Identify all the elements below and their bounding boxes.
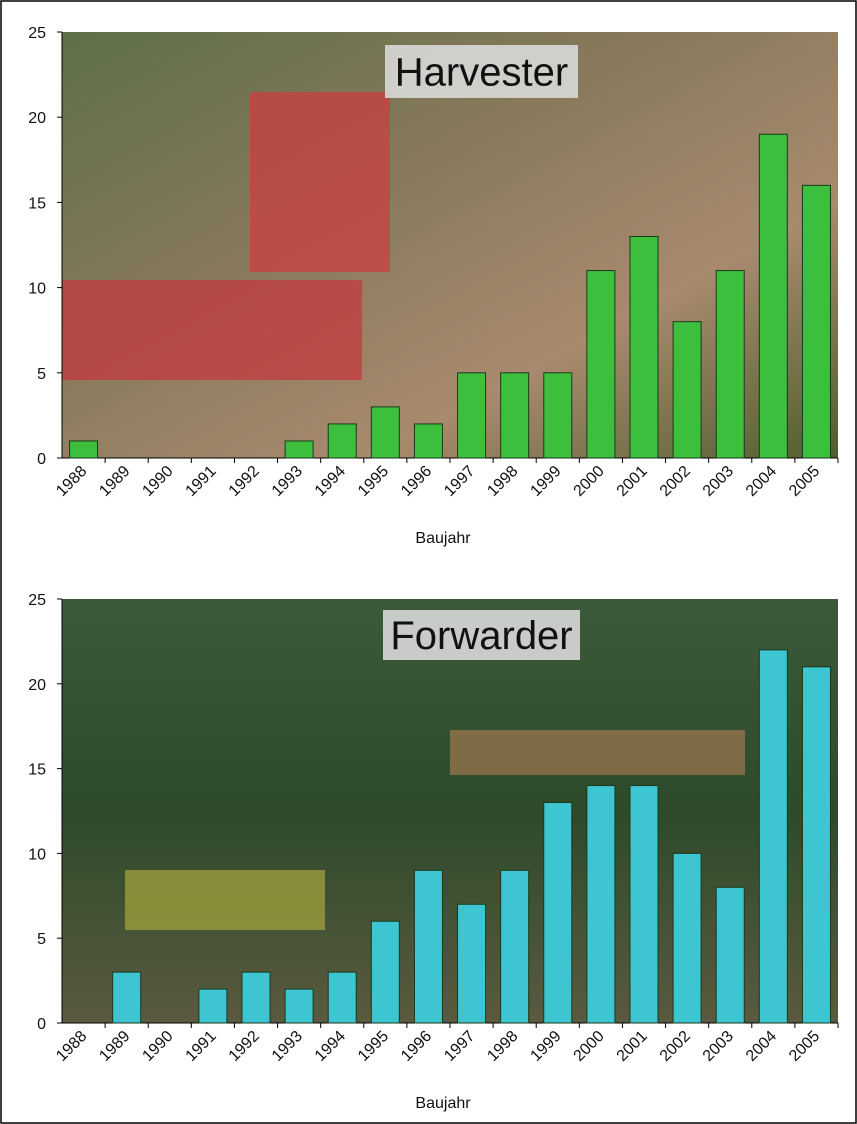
x-tick-label: 1997 xyxy=(441,463,478,500)
x-tick-label: 2001 xyxy=(614,463,651,500)
bar xyxy=(758,133,788,459)
x-tick-label: 2005 xyxy=(786,463,823,500)
bar xyxy=(715,270,745,459)
bar xyxy=(413,423,443,459)
bar xyxy=(500,869,530,1024)
bar xyxy=(500,372,530,459)
bar xyxy=(284,988,314,1024)
x-tick-label: 1998 xyxy=(484,1028,521,1065)
x-tick-label: 2003 xyxy=(700,463,737,500)
y-tick-label: 10 xyxy=(28,846,46,863)
chart-title: Forwarder xyxy=(390,614,572,658)
x-tick-label: 1990 xyxy=(139,463,176,500)
x-tick-label: 1992 xyxy=(226,463,263,500)
bar xyxy=(801,666,831,1024)
x-tick-label: 2004 xyxy=(743,463,780,500)
x-tick-label: 1994 xyxy=(312,1028,349,1065)
title-box xyxy=(385,45,578,98)
x-tick-label: 1993 xyxy=(269,463,306,500)
bar xyxy=(112,971,142,1024)
x-tick-label: 1999 xyxy=(527,463,564,500)
y-tick-label: 25 xyxy=(28,25,46,42)
bar xyxy=(457,372,487,459)
x-tick-label: 1989 xyxy=(96,1028,133,1065)
x-tick-label: 1988 xyxy=(53,1028,90,1065)
x-tick-label: 1994 xyxy=(312,463,349,500)
title-box xyxy=(383,610,580,660)
bar xyxy=(758,649,788,1024)
bar xyxy=(629,785,659,1024)
bar xyxy=(629,235,659,459)
y-tick-label: 20 xyxy=(28,110,46,127)
y-tick-label: 10 xyxy=(28,281,46,298)
x-tick-label: 1992 xyxy=(226,1028,263,1065)
x-axis-title: Baujahr xyxy=(415,530,471,547)
x-tick-label: 2004 xyxy=(743,1028,780,1065)
bar xyxy=(370,920,400,1024)
photo-machine xyxy=(125,870,325,930)
bar xyxy=(327,423,357,459)
bar xyxy=(413,869,443,1024)
y-tick-label: 25 xyxy=(28,592,46,609)
y-tick-label: 0 xyxy=(37,1016,46,1033)
x-tick-label: 2003 xyxy=(700,1028,737,1065)
bar xyxy=(672,321,702,459)
bar xyxy=(284,440,314,459)
photo-background xyxy=(62,32,838,458)
y-tick-label: 5 xyxy=(37,366,46,383)
bar xyxy=(543,802,573,1024)
x-tick-label: 1991 xyxy=(183,463,220,500)
bar xyxy=(715,886,745,1024)
bar xyxy=(543,372,573,459)
photo-cab xyxy=(250,92,390,272)
bar xyxy=(198,988,228,1024)
bar xyxy=(327,971,357,1024)
x-tick-label: 1999 xyxy=(527,1028,564,1065)
photo-machine xyxy=(62,280,362,380)
x-tick-label: 1989 xyxy=(96,463,133,500)
bar xyxy=(69,440,99,459)
bar xyxy=(370,406,400,459)
x-tick-label: 1993 xyxy=(269,1028,306,1065)
bar xyxy=(241,971,271,1024)
bar xyxy=(672,852,702,1024)
photo-logs xyxy=(450,730,745,775)
chart-title: Harvester xyxy=(395,51,568,95)
bar xyxy=(801,184,831,459)
x-tick-label: 2002 xyxy=(657,1028,694,1065)
y-tick-label: 5 xyxy=(37,931,46,948)
x-tick-label: 1995 xyxy=(355,1028,392,1065)
y-tick-label: 20 xyxy=(28,677,46,694)
x-tick-label: 1998 xyxy=(484,463,521,500)
x-tick-label: 1991 xyxy=(183,1028,220,1065)
x-axis-title: Baujahr xyxy=(415,1095,471,1112)
y-tick-label: 15 xyxy=(28,762,46,779)
x-tick-label: 2001 xyxy=(614,1028,651,1065)
x-tick-label: 1988 xyxy=(53,463,90,500)
y-tick-label: 15 xyxy=(28,195,46,212)
x-tick-label: 2002 xyxy=(657,463,694,500)
x-tick-label: 2005 xyxy=(786,1028,823,1065)
bar xyxy=(586,270,616,459)
bar xyxy=(586,785,616,1024)
y-tick-label: 0 xyxy=(37,451,46,468)
x-tick-label: 1990 xyxy=(139,1028,176,1065)
photo-background xyxy=(62,599,838,1023)
x-tick-label: 2000 xyxy=(571,463,608,500)
x-tick-label: 1996 xyxy=(398,463,435,500)
x-tick-label: 1995 xyxy=(355,463,392,500)
x-tick-label: 1996 xyxy=(398,1028,435,1065)
x-tick-label: 1997 xyxy=(441,1028,478,1065)
bar xyxy=(457,903,487,1024)
x-tick-label: 2000 xyxy=(571,1028,608,1065)
